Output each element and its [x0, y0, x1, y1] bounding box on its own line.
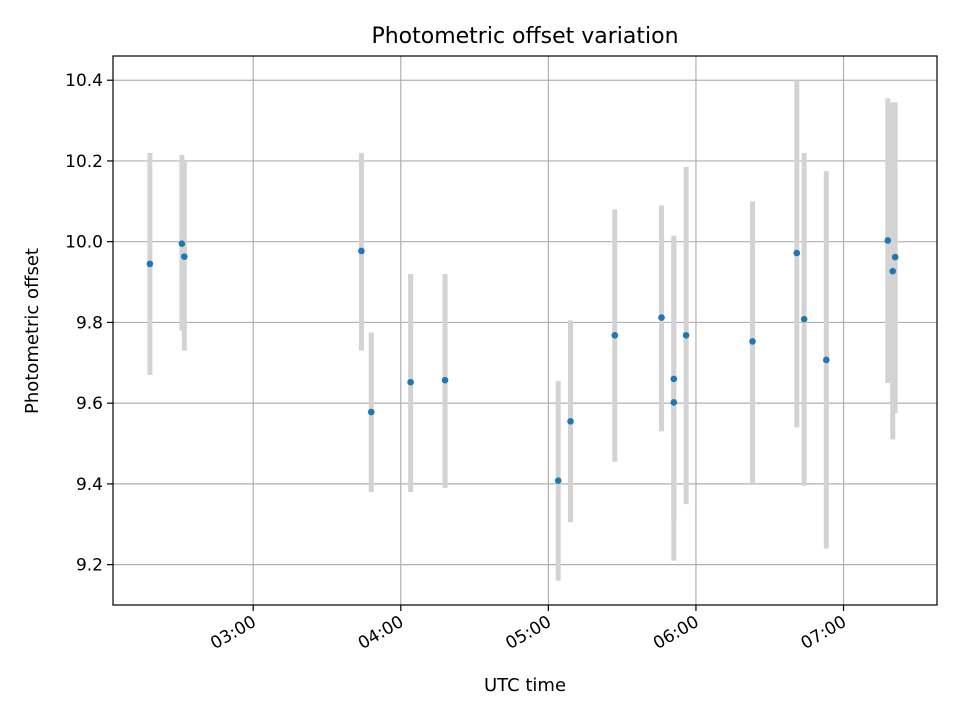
- data-point: [367, 408, 375, 416]
- data-point: [146, 260, 154, 268]
- x-axis-label: UTC time: [484, 675, 566, 696]
- data-point: [441, 376, 449, 384]
- chart-title: Photometric offset variation: [371, 24, 678, 49]
- data-point: [891, 253, 899, 261]
- x-tick-label: 05:00: [502, 612, 554, 654]
- x-tick-label: 04:00: [355, 612, 407, 654]
- data-point: [670, 375, 678, 383]
- y-tick-label: 10.0: [65, 233, 103, 253]
- data-point: [823, 356, 830, 364]
- data-point: [611, 332, 619, 339]
- data-point: [567, 418, 574, 425]
- x-tick-label: 07:00: [798, 612, 850, 654]
- data-point: [178, 240, 186, 248]
- y-tick-label: 9.2: [76, 556, 103, 576]
- data-point: [670, 399, 678, 406]
- y-tick-label: 10.2: [65, 152, 103, 172]
- y-tick-label: 10.4: [65, 71, 103, 91]
- data-point: [749, 338, 756, 345]
- data-point: [658, 314, 665, 321]
- data-point: [884, 237, 892, 244]
- plot-frame: [112, 55, 938, 606]
- data-point: [800, 315, 808, 323]
- data-point: [889, 267, 897, 275]
- y-tick-label: 9.4: [76, 475, 103, 495]
- y-ticks: 9.2 9.4 9.6 9.8 10.0 10.2 10.4: [65, 71, 113, 576]
- x-tick-label: 06:00: [650, 612, 702, 654]
- data-point: [554, 477, 562, 484]
- y-tick-label: 9.8: [76, 313, 103, 333]
- y-tick-label: 9.6: [76, 394, 103, 414]
- data-point: [181, 253, 188, 260]
- x-ticks: 03:00 04:00 05:00 06:00 07:00: [207, 605, 850, 654]
- error-bars: [147, 80, 898, 581]
- data-point: [407, 378, 414, 386]
- grid-lines: [113, 56, 937, 605]
- x-tick-label: 03:00: [207, 612, 259, 654]
- y-axis-label: Photometric offset: [22, 248, 43, 414]
- data-point: [358, 247, 365, 255]
- data-point: [682, 332, 690, 339]
- data-points: [146, 237, 899, 484]
- data-point: [793, 249, 801, 257]
